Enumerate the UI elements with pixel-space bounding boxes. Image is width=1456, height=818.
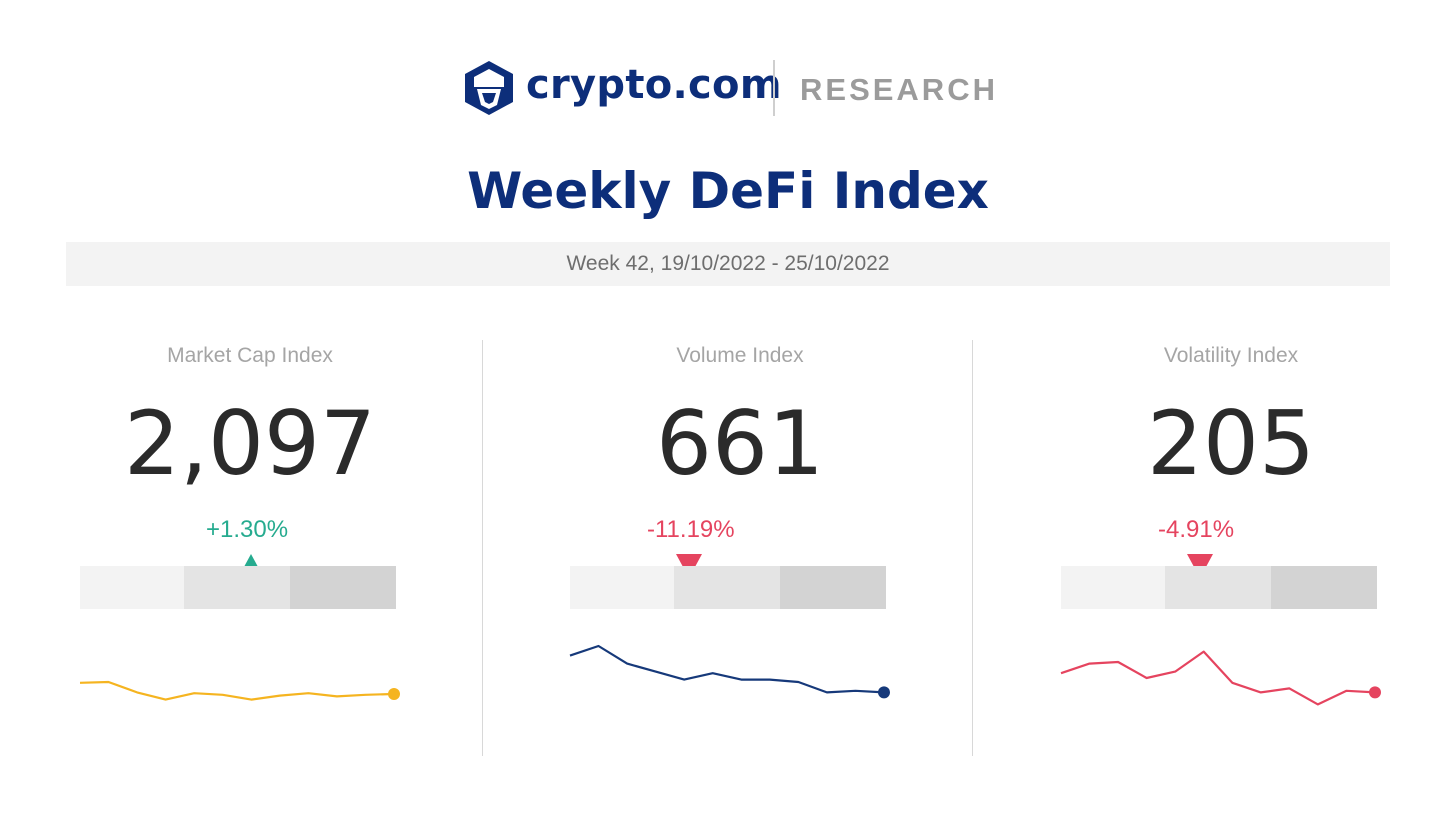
panel-label: Volatility Index: [1163, 344, 1299, 367]
range-segment-mid: [674, 566, 780, 609]
range-segment-high: [290, 566, 396, 609]
volatility-panel: Volatility Index 205 -4.91%: [1060, 340, 1401, 760]
index-value: 205: [1147, 392, 1315, 495]
range-segment-high: [1271, 566, 1377, 609]
range-bar: [570, 566, 886, 609]
sparkline-endpoint: [1369, 686, 1381, 699]
volume-panel: Volume Index 661 -11.19%: [569, 340, 910, 760]
sparkline: [569, 644, 890, 699]
page-title: Weekly DeFi Index: [467, 162, 989, 220]
change-percent: -4.91%: [1158, 516, 1235, 543]
range-segment-mid: [1165, 566, 1271, 609]
range-segment-mid: [184, 566, 290, 609]
panel-label: Volume Index: [676, 344, 804, 367]
index-value: 661: [656, 392, 824, 495]
sparkline-endpoint: [388, 688, 400, 700]
range-bar: [1061, 566, 1377, 609]
change-percent: -11.19%: [647, 516, 735, 543]
sparkline-series: [569, 644, 885, 694]
sparkline-series: [1060, 650, 1376, 706]
section-label: RESEARCH: [800, 72, 998, 107]
range-segment-low: [1061, 566, 1165, 609]
range-bar: [80, 566, 396, 609]
index-value: 2,097: [124, 392, 376, 495]
column-divider: [482, 340, 483, 756]
sparkline-endpoint: [878, 686, 890, 699]
week-range: Week 42, 19/10/2022 - 25/10/2022: [66, 242, 1390, 286]
column-divider: [972, 340, 973, 756]
change-percent: +1.30%: [206, 516, 289, 543]
range-segment-low: [80, 566, 184, 609]
sparkline-series: [79, 680, 395, 701]
market-cap-panel: Market Cap Index 2,097 +1.30%: [79, 340, 420, 760]
range-segment-low: [570, 566, 674, 609]
sparkline: [79, 680, 400, 701]
brand-name: crypto.com: [526, 62, 782, 108]
range-segment-high: [780, 566, 886, 609]
sparkline: [1060, 650, 1381, 706]
lion-shield-logo-icon: [465, 61, 513, 115]
header: crypto.com RESEARCH: [0, 58, 1456, 118]
panel-label: Market Cap Index: [167, 344, 333, 367]
header-divider: [773, 60, 775, 116]
